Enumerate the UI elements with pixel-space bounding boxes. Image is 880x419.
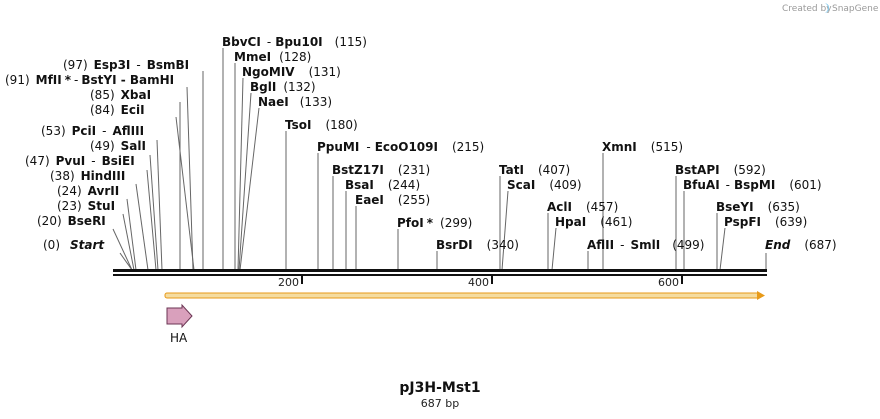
map-title: pJ3H-Mst1: [399, 380, 480, 396]
site-label[interactable]: (24) AvrII: [57, 184, 119, 198]
site-label[interactable]: AclI (457): [547, 200, 618, 214]
site-label[interactable]: BstZ17I (231): [332, 163, 430, 177]
end-label: End (687): [765, 238, 837, 252]
site-label[interactable]: NaeI (133): [258, 95, 332, 109]
site-label[interactable]: BsaI (244): [345, 178, 420, 192]
snapgene-logo-icon: [825, 3, 829, 13]
site-label[interactable]: HpaI (461): [555, 215, 632, 229]
dna-backbone: [113, 269, 767, 276]
site-label[interactable]: (23) StuI: [57, 199, 115, 213]
site-label[interactable]: TsoI (180): [285, 118, 358, 132]
credit-text: Created by: [782, 4, 832, 14]
site-label[interactable]: EaeI (255): [355, 193, 430, 207]
site-label[interactable]: PspFI (639): [724, 215, 807, 229]
site-label[interactable]: MmeI (128): [234, 50, 311, 64]
feature-label: HA: [170, 331, 188, 345]
site-label[interactable]: PfoI * (299): [397, 216, 472, 230]
tick-label: 200: [278, 276, 299, 289]
site-label[interactable]: (91) MfII * - BstYI - BamHI: [5, 73, 174, 87]
site-label[interactable]: (97) Esp3I - BsmBI: [63, 58, 189, 72]
site-label[interactable]: (53) PciI - AflIII: [41, 124, 144, 138]
scale-ticks: 200 400 600: [278, 276, 683, 289]
tick-label: 400: [468, 276, 489, 289]
site-label[interactable]: (47) PvuI - BsiEI: [25, 154, 135, 168]
ha-arrow-icon[interactable]: [166, 303, 193, 329]
site-label[interactable]: AflII - SmlI (499): [587, 238, 704, 252]
site-label[interactable]: BglI (132): [250, 80, 316, 94]
site-label[interactable]: (84) EciI: [90, 103, 145, 117]
site-label[interactable]: BstAPI (592): [675, 163, 766, 177]
site-label[interactable]: BbvCI - Bpu10I (115): [222, 35, 367, 49]
site-label[interactable]: BsrDI (340): [436, 238, 519, 252]
site-label[interactable]: TatI (407): [499, 163, 570, 177]
leader-lines: [112, 48, 767, 271]
site-label[interactable]: BfuAI - BspMI (601): [683, 178, 822, 192]
site-label[interactable]: (38) HindIII: [50, 169, 125, 183]
orf-arrow[interactable]: [164, 291, 765, 300]
site-label[interactable]: (85) XbaI: [90, 88, 151, 102]
site-label[interactable]: XmnI (515): [602, 140, 683, 154]
credit-brand: SnapGene: [832, 4, 879, 14]
site-label[interactable]: (49) SalI: [90, 139, 146, 153]
backbone-top-strand: [113, 269, 767, 272]
backbone-bottom-strand: [113, 274, 767, 276]
map-length: 687 bp: [421, 397, 459, 410]
site-label[interactable]: NgoMIV (131): [242, 65, 341, 79]
site-labels: (91) MfII * - BstYI - BamHI (97) Esp3I - BsmBI …: [5, 35, 822, 252]
start-label: (0) Start: [43, 238, 105, 252]
site-label[interactable]: (20) BseRI: [37, 214, 106, 228]
site-label[interactable]: PpuMI - EcoO109I (215): [317, 140, 484, 154]
tick-label: 600: [658, 276, 679, 289]
site-label[interactable]: ScaI (409): [507, 178, 582, 192]
feature-ha[interactable]: HA: [166, 303, 193, 345]
site-label[interactable]: BseYI (635): [716, 200, 800, 214]
